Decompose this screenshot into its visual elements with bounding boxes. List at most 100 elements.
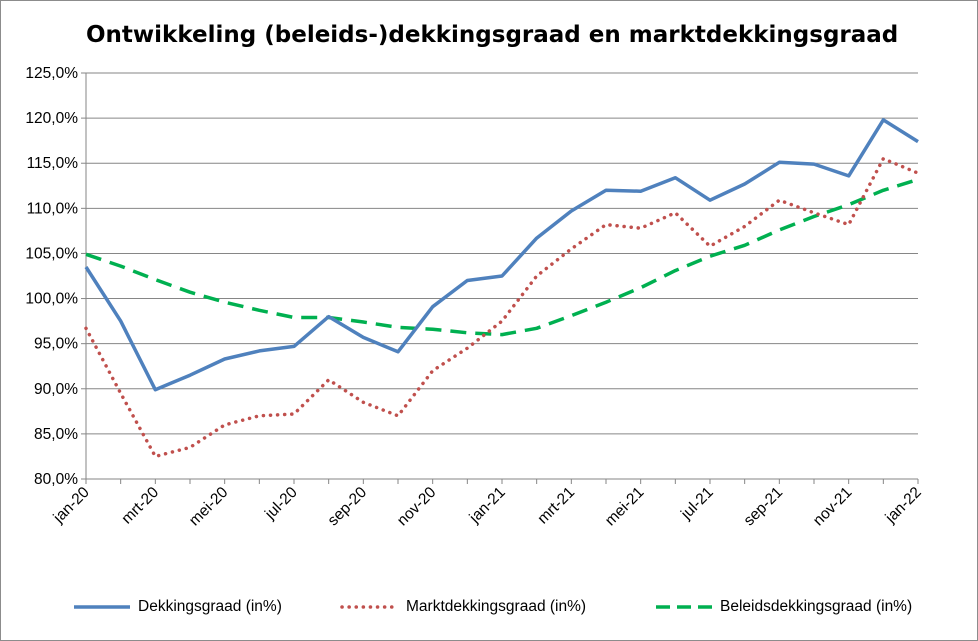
data-point [846,173,851,178]
y-tick-label: 125,0% [25,65,78,82]
data-point [569,209,574,214]
data-point [777,227,782,232]
x-tick-label: jul-21 [677,484,717,524]
data-point [361,335,366,340]
data-point [846,202,851,207]
data-point [465,346,470,351]
x-tick-label: mrt-20 [118,484,162,528]
data-point [604,300,609,305]
data-point [222,422,227,427]
legend: Dekkingsgraad (in%) Marktdekkingsgraad (… [0,594,976,620]
series-line-dotted [84,156,920,459]
axes [85,73,918,480]
data-point [361,400,366,405]
y-tick-label: 90,0% [34,381,78,398]
data-point [257,308,262,313]
data-point [326,377,331,382]
data-point [500,332,505,337]
y-tick-label: 110,0% [27,200,79,217]
series-line-solid [84,118,919,392]
y-tick-label: 80,0% [34,471,78,488]
data-point [881,117,886,122]
x-tick-label: jan-22 [882,484,925,527]
data-point [292,315,297,320]
data-point [742,224,747,229]
data-point [916,171,921,176]
series-lines [84,117,921,459]
data-point [812,210,817,215]
x-tick-label: mei-21 [602,484,648,530]
y-tick-label: 105,0% [25,245,78,262]
data-point [500,319,505,324]
data-point [569,246,574,251]
data-point [534,326,539,331]
data-point [153,454,158,459]
data-point [430,304,435,309]
data-point [742,181,747,186]
data-point [84,264,89,269]
gridlines [86,72,918,435]
data-point [777,198,782,203]
data-point [638,285,643,290]
data-point [916,139,921,144]
data-point [604,222,609,227]
y-axis-ticks: 80,0% 85,0% 90,0% 95,0% 100,0% 105,0% 110,0% 11… [25,65,86,488]
data-point [534,236,539,241]
data-point [188,373,193,378]
data-point [534,274,539,279]
data-point [638,226,643,231]
legend-item-dekkingsgraad: Dekkingsgraad (in%) [72,594,282,620]
data-point [846,222,851,227]
x-tick-label: mrt-21 [534,484,578,528]
data-point [673,268,678,273]
data-point [430,368,435,373]
data-point [673,210,678,215]
legend-item-marktdekkingsgraad: Marktdekkingsgraad (in%) [340,594,586,620]
series-line-dashed [85,177,919,337]
x-tick-label: jan-21 [466,484,509,527]
data-point [188,290,193,295]
x-tick-label: nov-20 [394,484,440,530]
legend-label: Dekkingsgraad (in%) [138,598,282,615]
data-point [569,313,574,318]
data-point [881,156,886,161]
data-point [153,387,158,392]
legend-swatch-dashed [656,605,712,609]
legend-swatch-dotted [340,605,400,609]
data-point [708,254,713,259]
x-tick-label: sep-20 [325,484,371,530]
data-point [257,348,262,353]
data-point [638,189,643,194]
chart-title: Ontwikkeling (beleids-)dekkingsgraad en … [86,22,899,48]
data-point [292,344,297,349]
y-tick-label: 115,0% [27,155,79,172]
data-point [812,162,817,167]
data-point [673,175,678,180]
data-point [777,160,782,165]
data-point [84,252,89,257]
data-point [292,412,297,417]
data-point [153,277,158,282]
data-point [118,264,123,269]
data-point [188,445,193,450]
y-tick-label: 95,0% [34,336,78,353]
legend-swatch-solid [74,605,130,609]
data-point [396,325,401,330]
data-point [742,243,747,248]
data-point [257,413,262,418]
y-tick-label: 120,0% [25,110,78,127]
data-point [118,391,123,396]
data-point [222,357,227,362]
data-point [361,320,366,325]
legend-label: Marktdekkingsgraad (in%) [406,598,587,615]
data-point [396,349,401,354]
data-point [118,319,123,324]
x-tick-label: sep-21 [741,484,787,530]
data-point [84,326,89,331]
data-point [708,244,713,249]
x-tick-label: jul-20 [261,484,301,524]
data-point [916,177,921,182]
data-point [604,188,609,193]
